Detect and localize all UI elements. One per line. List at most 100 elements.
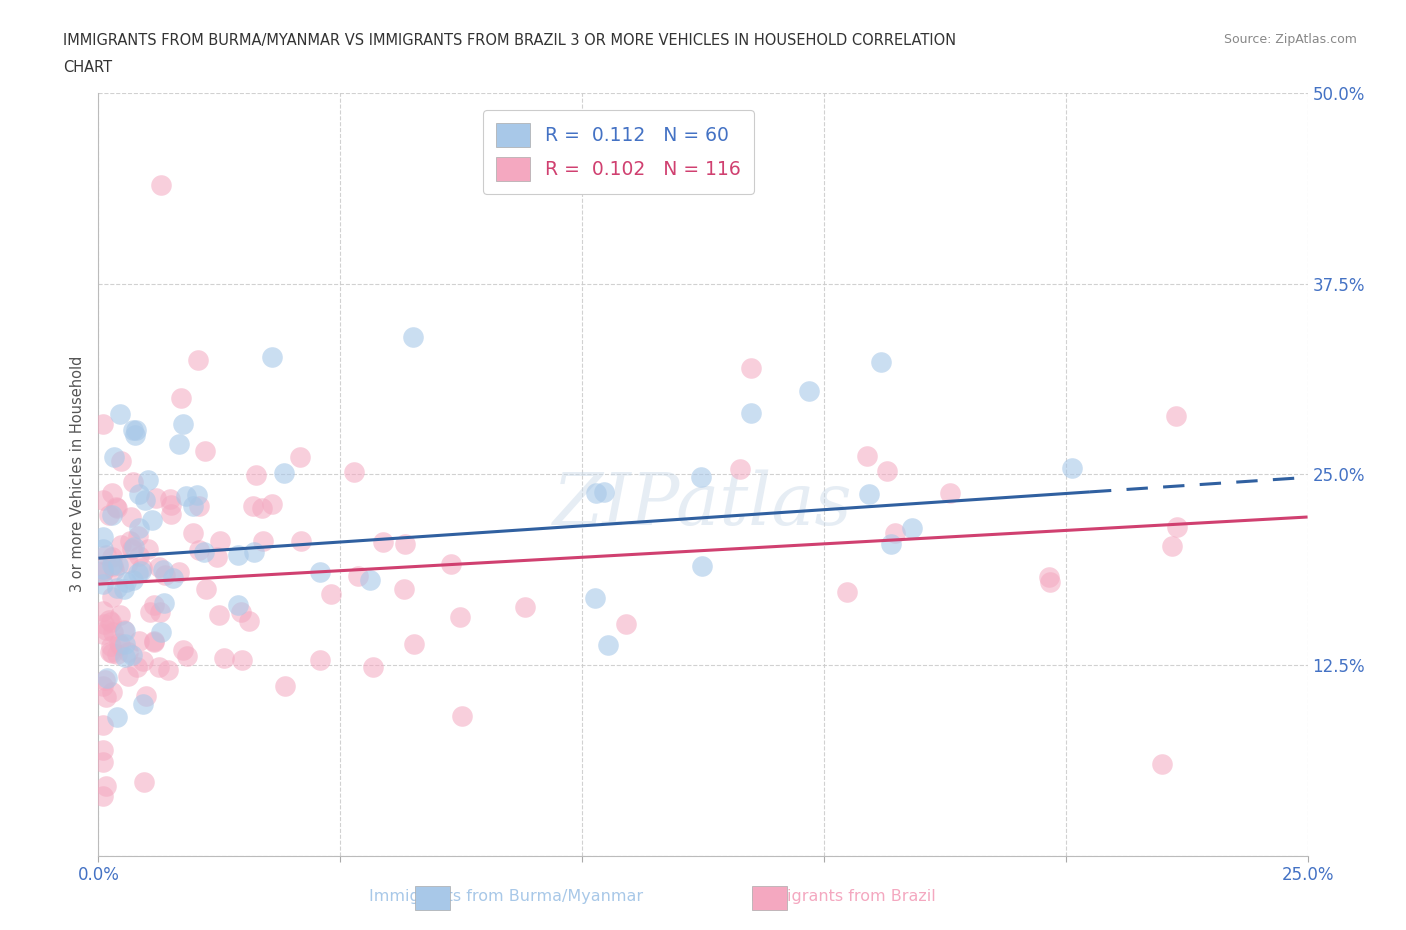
Point (150, 177, 173, 192)
Point (156, 662, 179, 677)
Point (93, 564, 115, 578)
Point (136, 542, 159, 557)
Point (94, 623, 117, 638)
Point (132, 654, 155, 669)
Point (101, 558, 124, 573)
Point (98, 508, 121, 523)
Text: Immigrants from Burma/Myanmar: Immigrants from Burma/Myanmar (370, 889, 643, 904)
Text: Source: ZipAtlas.com: Source: ZipAtlas.com (1223, 33, 1357, 46)
Point (238, 614, 260, 629)
Point (181, 525, 204, 540)
Point (110, 406, 132, 421)
Point (160, 498, 183, 513)
Point (392, 582, 415, 597)
Point (101, 646, 124, 661)
Point (194, 444, 217, 458)
Point (449, 609, 471, 624)
Point (149, 604, 172, 619)
Point (1161, 539, 1184, 554)
Point (96, 689, 118, 704)
Point (208, 533, 231, 548)
Point (112, 581, 135, 596)
Point (134, 493, 156, 508)
Point (402, 636, 425, 651)
Point (121, 647, 143, 662)
Point (103, 449, 125, 464)
Point (105, 646, 128, 661)
Point (880, 537, 903, 551)
Point (112, 622, 135, 637)
Point (121, 542, 143, 557)
Point (250, 501, 273, 516)
Point (114, 624, 136, 639)
Point (290, 533, 312, 548)
Point (148, 559, 170, 574)
Point (122, 572, 145, 587)
Point (108, 607, 131, 622)
Point (361, 660, 384, 675)
Point (94, 548, 117, 563)
Legend: R =  0.112   N = 60, R =  0.102   N = 116: R = 0.112 N = 60, R = 0.102 N = 116 (484, 110, 754, 193)
Point (728, 461, 751, 476)
Point (91, 789, 114, 804)
Point (242, 545, 264, 560)
Point (172, 417, 194, 432)
Point (101, 550, 124, 565)
Point (231, 604, 253, 619)
Point (131, 560, 153, 575)
Point (596, 638, 619, 653)
Point (169, 565, 191, 579)
Point (143, 598, 166, 613)
Point (136, 472, 159, 487)
Point (125, 422, 148, 437)
Point (100, 615, 122, 630)
Point (901, 521, 924, 536)
Point (115, 574, 138, 589)
Point (94, 778, 117, 793)
Y-axis label: 3 or more Vehicles in Household: 3 or more Vehicles in Household (69, 356, 84, 592)
Point (91, 565, 114, 579)
Text: Immigrants from Brazil: Immigrants from Brazil (751, 889, 936, 904)
Point (208, 608, 231, 623)
Point (124, 428, 146, 443)
Point (1039, 575, 1062, 590)
Point (186, 487, 208, 502)
Point (245, 468, 267, 483)
Point (193, 545, 215, 560)
Point (101, 559, 124, 574)
Point (142, 634, 165, 649)
Text: CHART: CHART (63, 60, 112, 75)
Point (101, 590, 124, 604)
Point (343, 464, 366, 479)
Point (252, 534, 274, 549)
Point (797, 383, 820, 398)
Point (231, 652, 253, 667)
Point (740, 360, 762, 375)
Point (128, 520, 150, 535)
Point (513, 600, 536, 615)
Point (856, 448, 879, 463)
Point (128, 486, 150, 501)
Point (153, 568, 176, 583)
Point (121, 475, 143, 490)
Point (181, 498, 204, 513)
Point (585, 486, 607, 501)
Point (308, 652, 330, 667)
Point (139, 605, 162, 620)
Point (592, 485, 614, 499)
Point (120, 510, 142, 525)
Text: IMMIGRANTS FROM BURMA/MYANMAR VS IMMIGRANTS FROM BRAZIL 3 OR MORE VEHICLES IN HO: IMMIGRANTS FROM BURMA/MYANMAR VS IMMIGRA… (63, 33, 956, 47)
Point (100, 684, 122, 699)
Point (104, 499, 127, 514)
Point (132, 775, 155, 790)
Point (1060, 460, 1083, 475)
Point (132, 697, 155, 711)
Point (870, 354, 893, 369)
Point (145, 491, 167, 506)
Point (858, 486, 880, 501)
Point (100, 508, 122, 523)
Point (1152, 757, 1174, 772)
Point (98, 644, 121, 659)
Point (167, 436, 190, 451)
Point (131, 565, 153, 579)
